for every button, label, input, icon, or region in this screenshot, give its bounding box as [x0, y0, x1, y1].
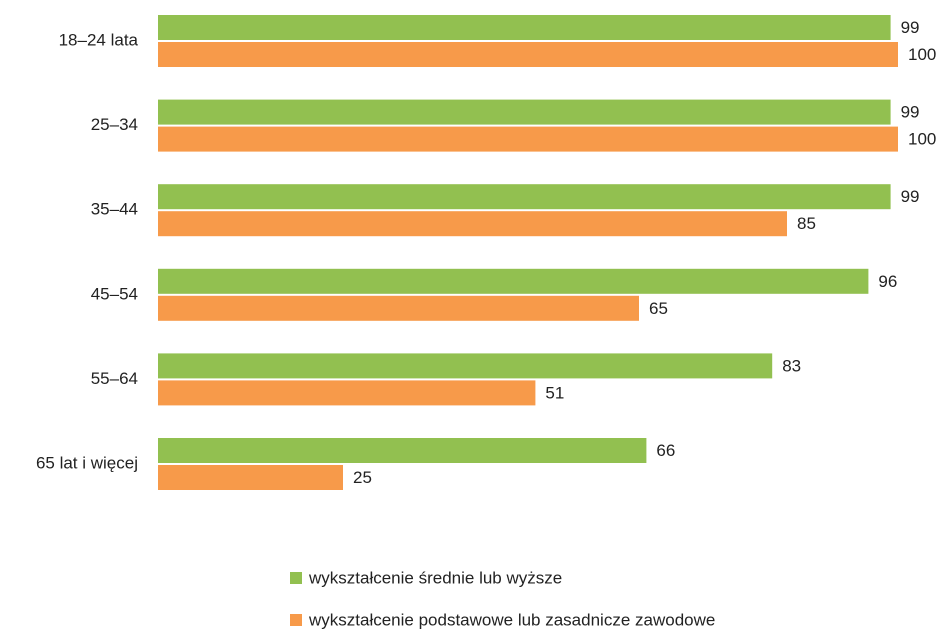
legend-swatch — [290, 614, 302, 626]
bar — [158, 295, 639, 321]
category-label: 25–34 — [91, 115, 138, 134]
bar — [158, 126, 898, 152]
bar — [158, 42, 898, 67]
bar — [158, 268, 869, 294]
value-label: 99 — [901, 18, 920, 37]
bar — [158, 438, 647, 463]
bar — [158, 99, 891, 125]
value-label: 51 — [545, 383, 564, 402]
bar — [158, 380, 536, 406]
value-label: 100 — [908, 130, 936, 149]
value-label: 99 — [901, 187, 920, 206]
bar — [158, 15, 891, 40]
value-label: 96 — [878, 272, 897, 291]
category-label: 18–24 lata — [59, 30, 139, 49]
legend-label: wykształcenie średnie lub wyższe — [308, 568, 562, 587]
value-label: 83 — [782, 356, 801, 375]
bar — [158, 353, 773, 379]
legend-label: wykształcenie podstawowe lub zasadnicze … — [308, 610, 715, 629]
value-label: 85 — [797, 214, 816, 233]
value-label: 25 — [353, 468, 372, 487]
category-label: 65 lat i więcej — [36, 453, 138, 472]
bar — [158, 465, 343, 490]
legend-swatch — [290, 572, 302, 584]
category-label: 55–64 — [91, 369, 138, 388]
bar — [158, 184, 891, 210]
value-label: 65 — [649, 299, 668, 318]
category-label: 35–44 — [91, 200, 138, 219]
value-label: 66 — [656, 441, 675, 460]
value-label: 100 — [908, 45, 936, 64]
category-label: 45–54 — [91, 284, 138, 303]
bar — [158, 211, 787, 237]
value-label: 99 — [901, 103, 920, 122]
